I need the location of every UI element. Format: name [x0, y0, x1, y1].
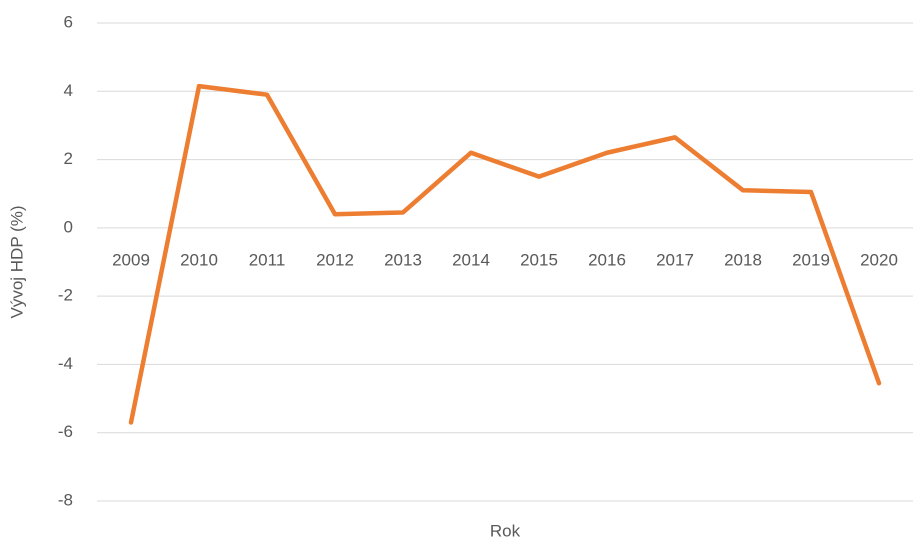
- x-tick-label: 2010: [180, 250, 218, 269]
- x-tick-label: 2018: [724, 250, 762, 269]
- x-tick-label: 2012: [316, 250, 354, 269]
- x-axis-title: Rok: [490, 521, 521, 540]
- x-tick-label: 2013: [384, 250, 422, 269]
- x-tick-label: 2019: [792, 250, 830, 269]
- data-line: [128, 83, 882, 425]
- x-tick-label: 2020: [860, 250, 898, 269]
- y-tick-label: -8: [58, 490, 73, 509]
- x-tick-label: 2009: [112, 250, 150, 269]
- x-tick-label: 2014: [452, 250, 490, 269]
- x-tick-label: 2016: [588, 250, 626, 269]
- y-tick-label: -6: [58, 422, 73, 441]
- y-tick-label: -2: [58, 286, 73, 305]
- y-tick-label: 6: [64, 12, 73, 31]
- x-tick-label: 2017: [656, 250, 694, 269]
- y-axis-title: Vývoj HDP (%): [7, 205, 26, 318]
- x-tick-label: 2015: [520, 250, 558, 269]
- y-tick-label: 2: [64, 149, 73, 168]
- y-tick-label: 4: [64, 81, 73, 100]
- y-tick-label: 0: [64, 217, 73, 236]
- x-tick-label: 2011: [249, 250, 286, 269]
- y-tick-label: -4: [58, 354, 73, 373]
